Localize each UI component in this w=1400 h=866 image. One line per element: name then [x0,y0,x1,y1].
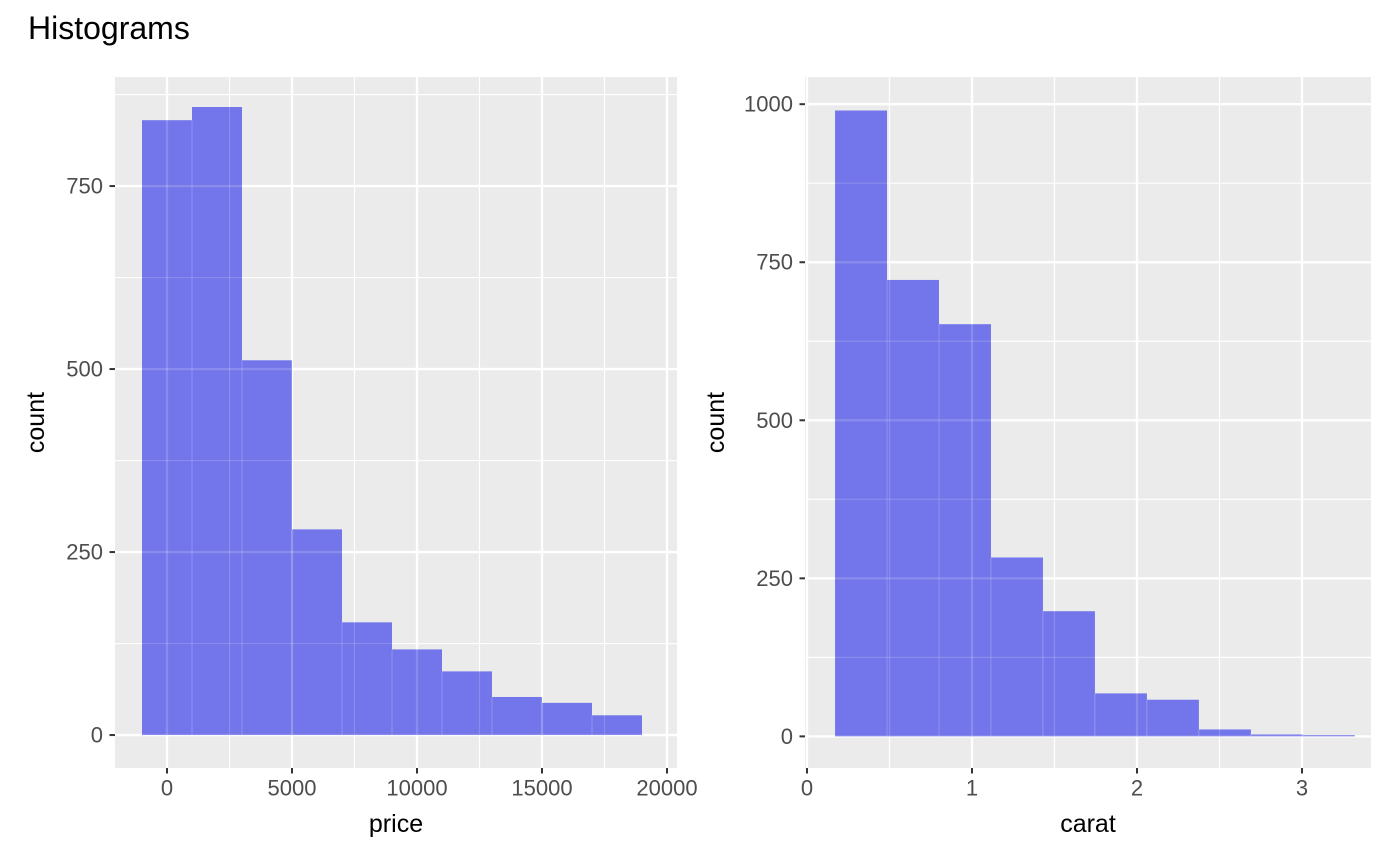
histogram-bar [1042,611,1095,737]
carat-histogram-plot: 0 1 2 3 0 250 500 750 1000 carat count [702,77,1371,838]
histogram-bar [1198,729,1251,737]
histogram-bar [990,557,1043,737]
x-axis-title: price [369,810,423,838]
histogram-bar [1094,693,1147,737]
y-tick-label: 500 [756,408,793,433]
histogram-bar [392,649,442,736]
histogram-bar [835,110,888,737]
histogram-bar [542,702,592,736]
plot-title: Histograms [28,10,190,46]
x-tick-label: 10000 [386,776,447,801]
y-tick-label: 0 [91,723,103,748]
histogram-bar [142,120,192,736]
histogram-bar [342,622,392,736]
x-tick-label: 2 [1131,776,1143,801]
histogram-bar [1146,699,1199,737]
y-axis-title: count [702,392,730,453]
y-tick-label: 1000 [744,92,793,117]
y-tick-label: 250 [66,540,103,565]
price-histogram-plot: 0 5000 10000 15000 20000 0 250 500 750 price count [22,77,698,838]
y-tick-label: 750 [756,250,793,275]
histogram-bar [292,529,342,736]
histogram-bar [442,671,492,736]
x-tick-label: 0 [161,776,173,801]
y-tick-label: 750 [66,174,103,199]
histogram-bar [1302,735,1355,737]
histogram-bar [592,715,642,736]
histogram-bar [242,360,292,736]
histogram-bar [492,696,542,736]
x-tick-label: 3 [1296,776,1308,801]
y-tick-label: 500 [66,357,103,382]
x-tick-label: 20000 [636,776,697,801]
x-tick-label: 15000 [511,776,572,801]
histogram-bar [192,107,242,736]
y-tick-label: 0 [781,724,793,749]
histogram-bar [887,279,939,737]
histogram-bar [1250,734,1303,737]
x-axis-title: carat [1060,810,1116,838]
x-tick-label: 5000 [268,776,317,801]
x-tick-label: 1 [966,776,978,801]
y-tick-label: 250 [756,566,793,591]
x-tick-label: 0 [801,776,813,801]
y-axis-title: count [22,392,50,453]
histogram-bar [938,324,991,737]
